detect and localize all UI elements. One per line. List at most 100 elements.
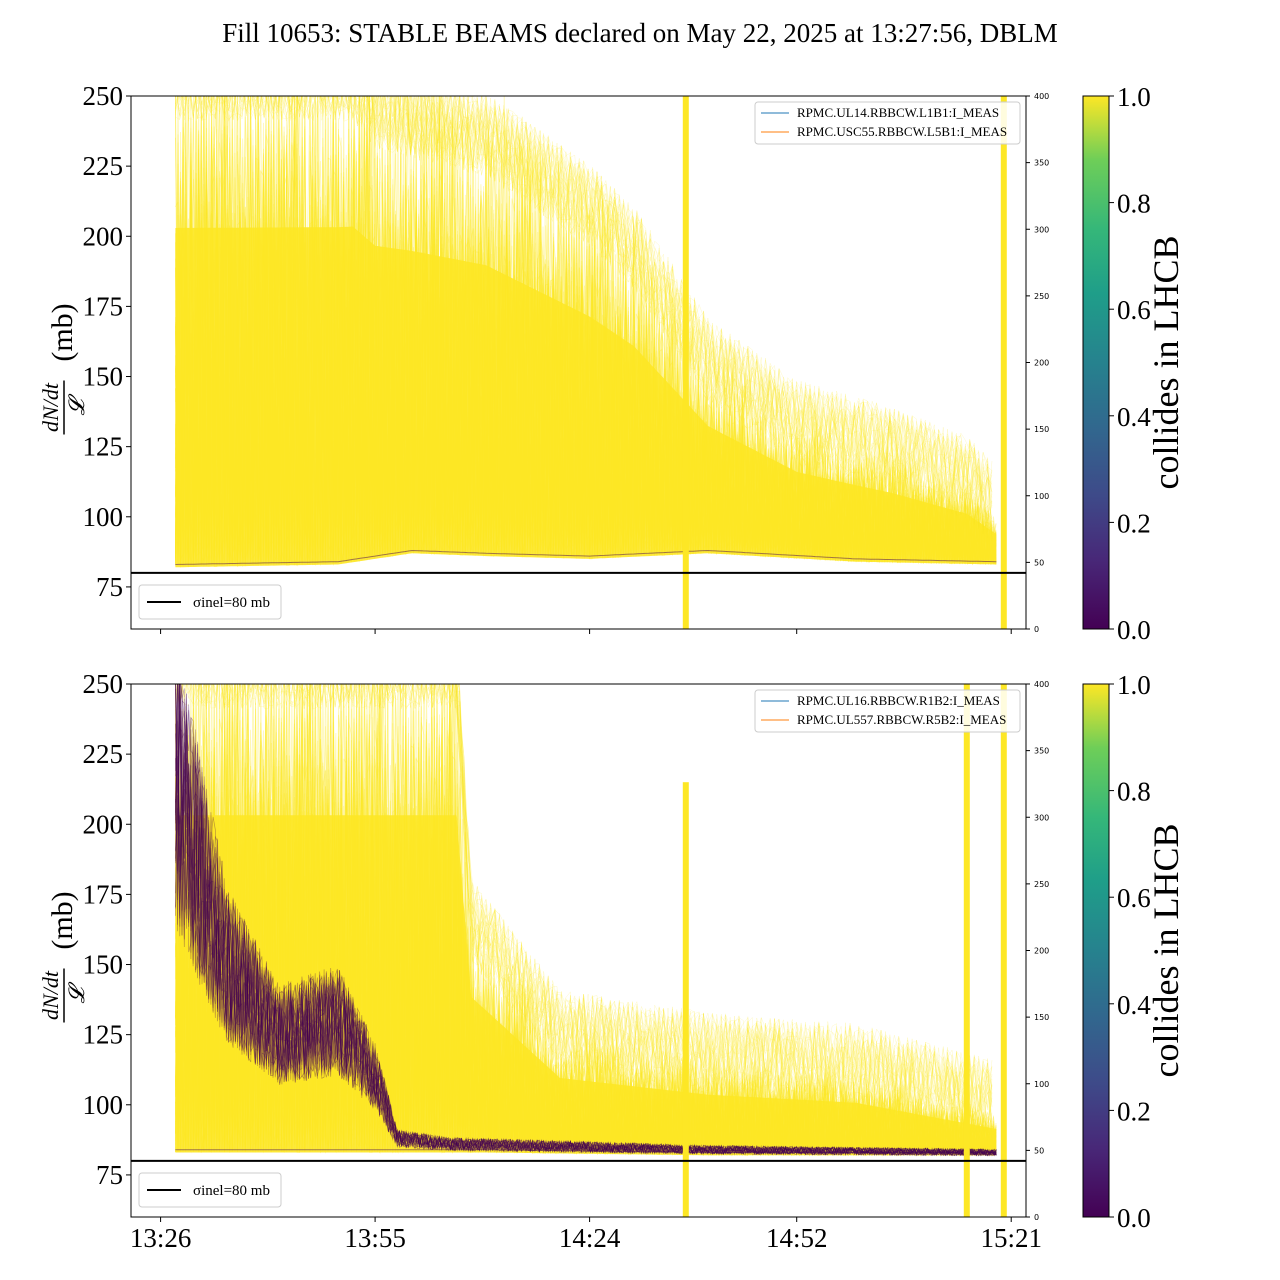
series-trace-whisker <box>177 96 993 529</box>
series-trace-whisker <box>176 96 993 536</box>
series-baseline-noncolliding <box>175 549 997 565</box>
y2tick-label: 200 <box>1034 947 1049 956</box>
series-trace-whisker <box>175 684 993 1121</box>
series-trace-noncolliding <box>175 684 997 1157</box>
ytick-label: 200 <box>83 809 124 839</box>
series-trace-whisker <box>175 684 993 1141</box>
series-trace-whisker <box>217 96 993 527</box>
y2tick-label: 50 <box>1034 558 1044 567</box>
ylabel-unit: (mb) <box>46 303 79 361</box>
series-trace-whisker <box>181 684 993 1130</box>
series-trace-noncolliding <box>175 742 997 1156</box>
ytick-label: 75 <box>96 1160 123 1190</box>
series-trace-noncolliding <box>175 684 997 1157</box>
series-trace-whisker <box>184 684 993 1138</box>
series-trace-whisker <box>176 684 993 1130</box>
series-trace-whisker <box>175 96 993 531</box>
series-trace-noncolliding <box>175 688 997 1157</box>
figure-title: Fill 10653: STABLE BEAMS declared on May… <box>222 18 1058 48</box>
y2tick-label: 50 <box>1034 1146 1044 1155</box>
series-trace-whisker <box>175 96 993 543</box>
series-trace-whisker <box>222 96 993 517</box>
series-trace-whisker <box>175 684 993 1137</box>
ytick-label: 200 <box>83 221 124 251</box>
colorbar-label: collides in LHCB <box>1146 236 1186 490</box>
series-trace-whisker <box>181 684 993 1136</box>
series-trace-whisker <box>186 96 993 533</box>
ytick-label: 125 <box>83 1020 124 1050</box>
series-trace-whisker <box>196 684 993 1126</box>
series-trace-whisker <box>175 96 993 527</box>
series-trace-noncolliding <box>175 684 997 1157</box>
series-trace-noncolliding <box>175 684 997 1157</box>
series-trace-noncolliding <box>175 684 997 1157</box>
ytick-label: 250 <box>83 81 124 111</box>
xtick-label: 15:21 <box>980 1223 1042 1253</box>
series-trace-noncolliding <box>175 710 997 1157</box>
ytick-label: 175 <box>83 291 124 321</box>
colorbar-tick-label: 0.6 <box>1117 883 1151 913</box>
series-trace-whisker <box>203 96 993 531</box>
series-trace-whisker <box>178 684 993 1122</box>
xtick-label: 13:55 <box>344 1223 406 1253</box>
series-trace-whisker <box>182 684 993 1126</box>
ytick-label: 75 <box>96 572 123 602</box>
series-trace-noncolliding <box>175 693 997 1157</box>
series-trace-whisker <box>175 684 993 1128</box>
series-trace-whisker <box>190 96 993 511</box>
series-trace-noncolliding <box>175 717 997 1157</box>
series-band-collides <box>175 226 997 568</box>
series-trace-whisker <box>181 96 993 524</box>
series-trace-whisker <box>175 684 993 1138</box>
ytick-label: 100 <box>83 502 124 532</box>
xtick-label: 14:52 <box>766 1223 828 1253</box>
y2tick-label: 0 <box>1034 1213 1039 1222</box>
series-trace-whisker <box>175 96 993 538</box>
xtick-label: 14:24 <box>559 1223 621 1253</box>
series-trace-noncolliding <box>177 684 997 1157</box>
series-spike <box>682 782 689 1217</box>
colorbar <box>1082 95 1110 630</box>
series-trace-whisker <box>183 96 993 531</box>
colorbar-tick-label: 1.0 <box>1117 670 1151 700</box>
y2tick-label: 100 <box>1034 1080 1049 1089</box>
series-spike <box>1000 684 1007 1217</box>
ytick-label: 150 <box>83 362 124 392</box>
series-trace-whisker <box>175 96 993 534</box>
series-trace-whisker <box>181 96 993 528</box>
ytick-label: 250 <box>83 669 124 699</box>
legend-box <box>754 689 1021 733</box>
y2tick-label: 200 <box>1034 359 1049 368</box>
series-trace-whisker <box>175 684 993 1128</box>
series-trace-noncolliding <box>175 712 997 1156</box>
series-trace-noncolliding <box>175 684 997 1157</box>
series-trace-whisker <box>175 684 993 1132</box>
series-trace-whisker <box>179 96 993 533</box>
series-trace-whisker <box>190 96 993 541</box>
y2tick-label: 250 <box>1034 880 1049 889</box>
colorbar-label: collides in LHCB <box>1146 824 1186 1078</box>
series-trace-whisker <box>179 96 993 522</box>
series-trace-whisker <box>204 96 993 528</box>
series-trace-whisker <box>175 684 993 1134</box>
series-trace-noncolliding <box>175 690 997 1156</box>
ylabel-denominator: 𝓛 <box>64 394 89 416</box>
series-trace-noncolliding <box>175 684 997 1157</box>
series-trace-whisker <box>185 96 993 498</box>
series-trace-whisker <box>179 684 993 1131</box>
plot-area-bottom <box>131 684 1026 1217</box>
series-trace-whisker <box>185 96 993 533</box>
series-trace-whisker <box>175 684 993 1132</box>
series-trace-whisker <box>181 96 993 539</box>
series-trace-whisker <box>191 684 993 1131</box>
series-trace-whisker <box>199 684 993 1140</box>
colorbar <box>1082 683 1110 1218</box>
series-trace-whisker <box>175 684 993 1140</box>
panel-top: 75 100 125 150 175 200 225 250 0 50 100 150 200 250 30… <box>38 81 1186 645</box>
y2tick-label: 300 <box>1034 813 1049 822</box>
series-trace-whisker <box>190 96 993 529</box>
series-trace-whisker <box>187 684 993 1137</box>
series-trace-noncolliding <box>175 684 997 1157</box>
y2tick-label: 100 <box>1034 492 1049 501</box>
